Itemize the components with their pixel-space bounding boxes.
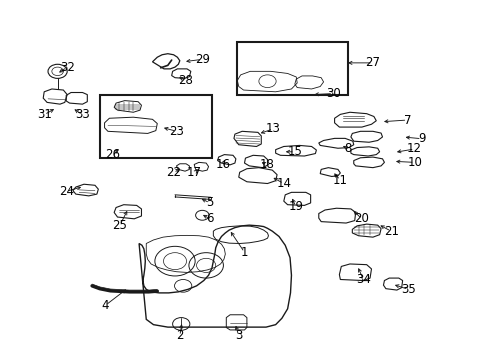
Text: 31: 31 bbox=[37, 108, 52, 121]
Text: 11: 11 bbox=[332, 174, 347, 186]
Text: 32: 32 bbox=[60, 60, 75, 73]
Text: 25: 25 bbox=[112, 219, 127, 231]
Text: 9: 9 bbox=[417, 132, 425, 145]
Bar bbox=[237, 42, 347, 95]
Text: 17: 17 bbox=[186, 166, 201, 179]
Text: 26: 26 bbox=[105, 148, 120, 161]
Text: 16: 16 bbox=[215, 158, 230, 171]
Text: 14: 14 bbox=[276, 177, 291, 190]
Text: 3: 3 bbox=[235, 329, 242, 342]
Text: 18: 18 bbox=[260, 158, 274, 171]
Text: 8: 8 bbox=[343, 142, 350, 155]
Bar bbox=[100, 95, 212, 158]
Text: 34: 34 bbox=[355, 273, 370, 286]
Text: 10: 10 bbox=[407, 156, 421, 169]
Text: 21: 21 bbox=[383, 225, 398, 238]
Text: 5: 5 bbox=[206, 197, 213, 210]
Text: 35: 35 bbox=[400, 283, 415, 296]
Text: 12: 12 bbox=[407, 143, 421, 156]
Text: 27: 27 bbox=[365, 57, 380, 69]
Text: 6: 6 bbox=[206, 212, 213, 225]
Text: 19: 19 bbox=[288, 200, 303, 213]
Text: 24: 24 bbox=[59, 185, 74, 198]
Text: 33: 33 bbox=[75, 108, 90, 121]
Text: 13: 13 bbox=[265, 122, 280, 135]
Text: 28: 28 bbox=[178, 74, 193, 87]
Text: 7: 7 bbox=[403, 113, 410, 126]
Text: 29: 29 bbox=[194, 53, 209, 66]
Text: 23: 23 bbox=[169, 125, 183, 138]
Text: 4: 4 bbox=[102, 299, 109, 312]
Text: 2: 2 bbox=[176, 329, 183, 342]
Text: 20: 20 bbox=[354, 212, 368, 225]
Text: 30: 30 bbox=[325, 87, 340, 100]
Text: 15: 15 bbox=[287, 145, 302, 158]
Text: 22: 22 bbox=[166, 166, 181, 179]
Text: 1: 1 bbox=[240, 246, 248, 259]
